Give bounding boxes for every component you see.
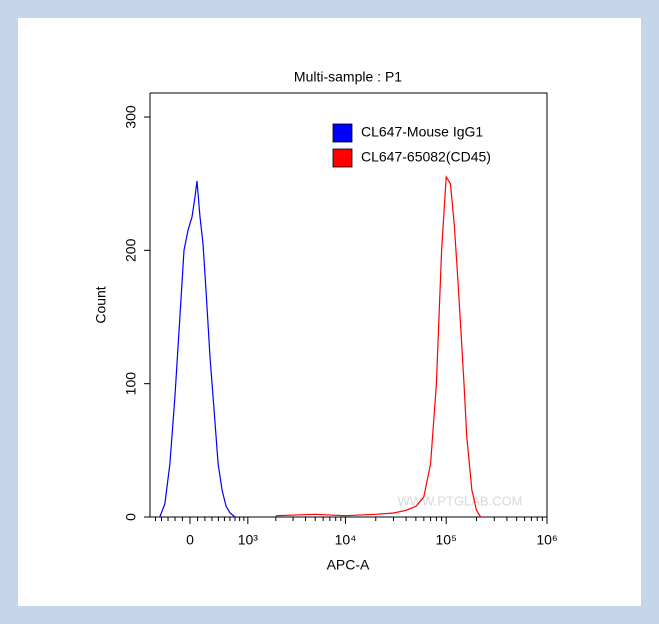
x-tick-label: 10⁶ xyxy=(536,532,557,548)
x-tick-label: 10³ xyxy=(238,532,259,548)
y-tick-label: 300 xyxy=(123,105,139,129)
y-tick-label: 200 xyxy=(123,238,139,262)
y-tick-label: 100 xyxy=(123,372,139,396)
watermark: WWW.PTGLAB.COM xyxy=(398,493,523,508)
x-tick-label: 10⁵ xyxy=(436,532,457,548)
legend-swatch xyxy=(332,123,353,143)
x-tick-label: 0 xyxy=(186,532,194,548)
histogram-line xyxy=(159,180,236,518)
histogram-line xyxy=(275,175,482,518)
legend-label: CL647-65082(CD45) xyxy=(361,149,491,165)
legend-swatch xyxy=(332,148,353,168)
y-tick-label: 0 xyxy=(123,513,139,521)
x-axis-label: APC-A xyxy=(327,557,370,573)
x-tick-label: 10⁴ xyxy=(335,532,357,548)
y-axis-label: Count xyxy=(93,286,109,323)
legend-label: CL647-Mouse IgG1 xyxy=(361,124,483,140)
chart-title: Multi-sample : P1 xyxy=(294,69,402,85)
panel xyxy=(18,18,641,606)
